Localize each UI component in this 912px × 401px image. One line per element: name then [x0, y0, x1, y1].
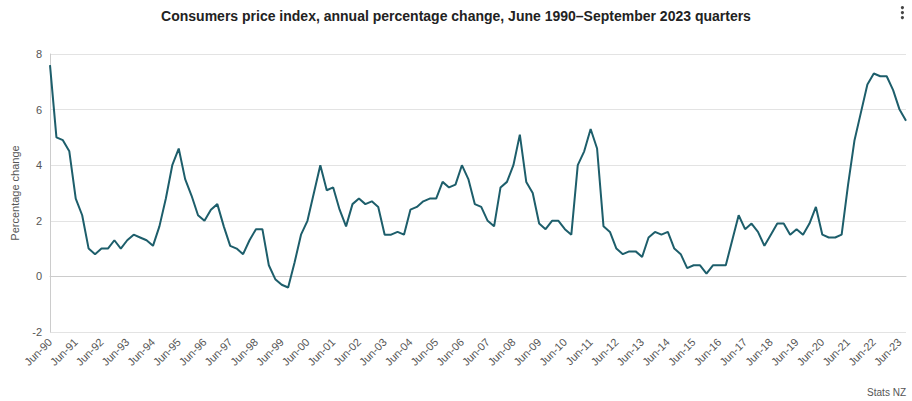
svg-text:Jun-16: Jun-16 — [691, 336, 723, 368]
svg-text:Jun-98: Jun-98 — [228, 336, 260, 368]
svg-text:Jun-23: Jun-23 — [872, 336, 904, 368]
svg-text:4: 4 — [36, 159, 42, 171]
svg-text:Jun-06: Jun-06 — [434, 336, 466, 368]
svg-text:Jun-10: Jun-10 — [537, 336, 569, 368]
svg-text:Jun-12: Jun-12 — [588, 336, 620, 368]
svg-text:Jun-00: Jun-00 — [279, 336, 311, 368]
svg-text:Jun-93: Jun-93 — [99, 336, 131, 368]
svg-text:Jun-15: Jun-15 — [666, 336, 698, 368]
svg-text:Jun-96: Jun-96 — [176, 336, 208, 368]
svg-text:Jun-21: Jun-21 — [820, 336, 852, 368]
svg-text:Jun-20: Jun-20 — [794, 336, 826, 368]
svg-text:Jun-97: Jun-97 — [202, 336, 234, 368]
svg-text:Jun-08: Jun-08 — [485, 336, 517, 368]
svg-text:Jun-14: Jun-14 — [640, 336, 672, 368]
svg-text:Jun-04: Jun-04 — [382, 336, 414, 368]
svg-text:Jun-90: Jun-90 — [22, 336, 54, 368]
svg-text:2: 2 — [36, 215, 42, 227]
svg-text:Jun-03: Jun-03 — [357, 336, 389, 368]
svg-text:0: 0 — [36, 270, 42, 282]
svg-text:Jun-95: Jun-95 — [151, 336, 183, 368]
svg-text:Jun-19: Jun-19 — [769, 336, 801, 368]
svg-text:8: 8 — [36, 48, 42, 60]
svg-text:Jun-01: Jun-01 — [305, 336, 337, 368]
svg-text:Jun-91: Jun-91 — [48, 336, 80, 368]
svg-text:Jun-11: Jun-11 — [563, 336, 595, 368]
svg-text:Jun-05: Jun-05 — [408, 336, 440, 368]
svg-text:Stats NZ: Stats NZ — [867, 387, 906, 398]
svg-text:Consumers price index, annual: Consumers price index, annual percentage… — [161, 8, 751, 24]
svg-text:Jun-02: Jun-02 — [331, 336, 363, 368]
svg-text:Jun-22: Jun-22 — [846, 336, 878, 368]
svg-text:Jun-18: Jun-18 — [743, 336, 775, 368]
svg-text:-2: -2 — [32, 326, 42, 338]
svg-text:Jun-99: Jun-99 — [254, 336, 286, 368]
svg-text:Jun-17: Jun-17 — [717, 336, 749, 368]
svg-text:Percentage change: Percentage change — [9, 145, 21, 240]
svg-text:6: 6 — [36, 104, 42, 116]
svg-text:Jun-09: Jun-09 — [511, 336, 543, 368]
svg-text:Jun-92: Jun-92 — [73, 336, 105, 368]
svg-text:Jun-13: Jun-13 — [614, 336, 646, 368]
svg-text:Jun-94: Jun-94 — [125, 336, 157, 368]
svg-text:Jun-07: Jun-07 — [460, 336, 492, 368]
